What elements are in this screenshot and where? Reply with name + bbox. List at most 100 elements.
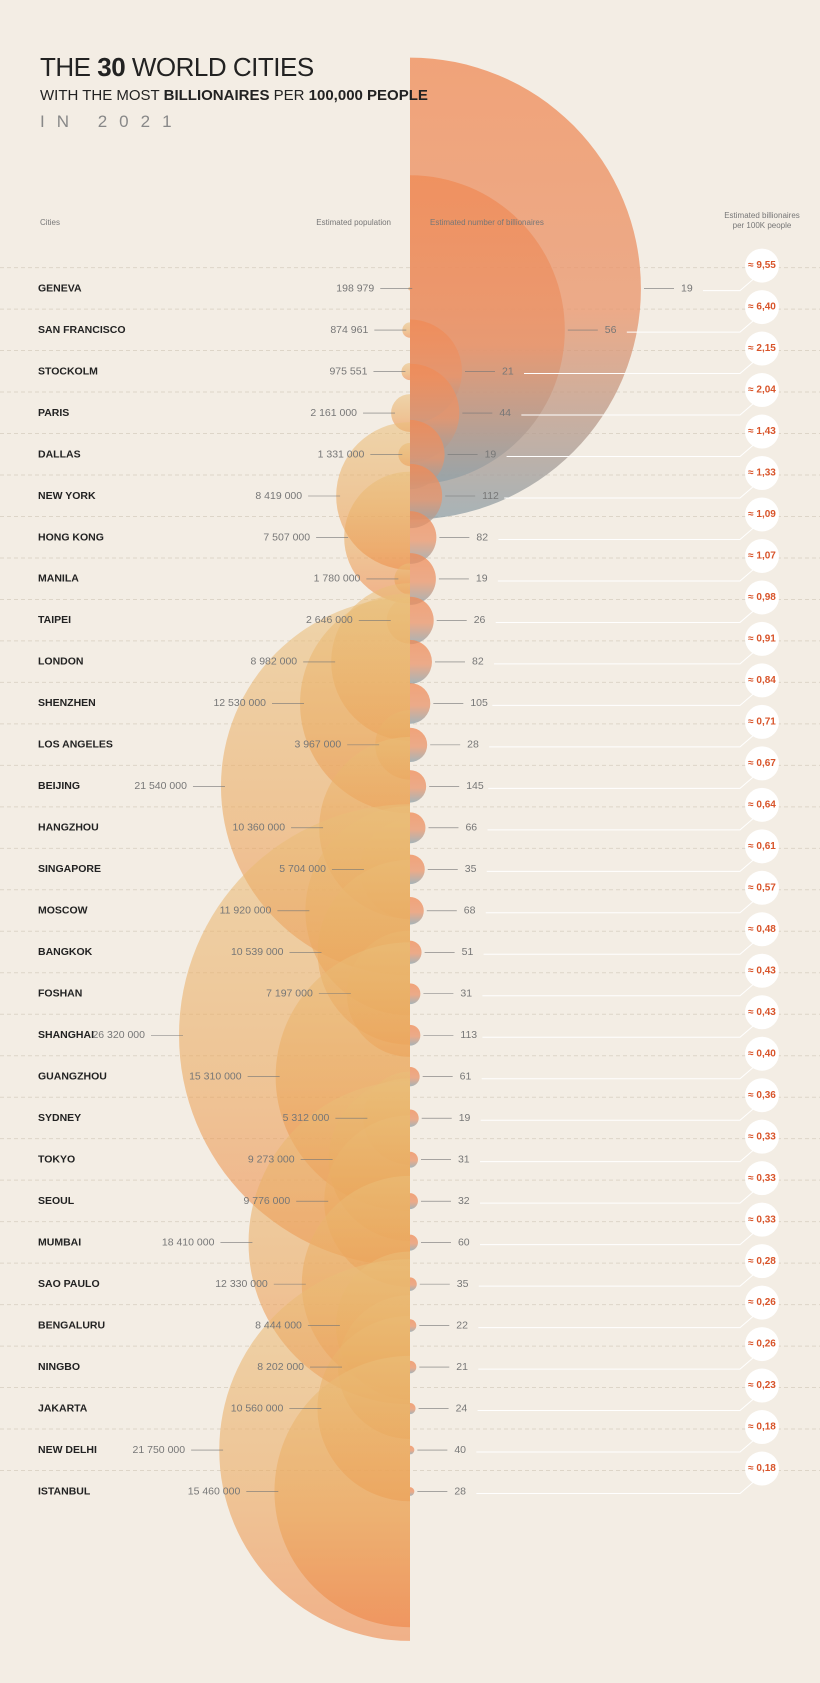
population-label: 874 961: [330, 324, 368, 336]
city-label: BEIJING: [38, 780, 80, 792]
subtitle-part: PER: [273, 87, 305, 104]
billionaires-label: 51: [462, 946, 474, 958]
population-label: 15 310 000: [189, 1071, 242, 1083]
ratio-half: [410, 596, 434, 645]
ratio-leader: [478, 1315, 755, 1329]
billionaires-label: 145: [466, 780, 484, 792]
ratio-badge: [745, 290, 779, 325]
ratio-half: [410, 1024, 421, 1046]
billionaires-label: 105: [470, 697, 488, 709]
ratio-badge: [745, 1410, 779, 1445]
ratio-badge: [745, 373, 779, 408]
ratio-label: ≈ 0,48: [748, 924, 776, 935]
header-billionaires: Estimated number of billionaires: [430, 218, 544, 227]
population-label: 2 646 000: [306, 614, 353, 626]
ratio-badge: [745, 248, 779, 283]
ratio-leader: [626, 319, 755, 333]
population-label: 5 312 000: [283, 1112, 330, 1124]
population-label: 8 202 000: [257, 1361, 304, 1373]
billionaires-label: 31: [460, 988, 472, 1000]
ratio-half: [410, 1234, 418, 1251]
city-label: BANGKOK: [38, 946, 93, 958]
billionaires-label: 21: [502, 365, 514, 377]
ratio-badge: [745, 787, 779, 822]
ratio-label: ≈ 0,71: [748, 717, 776, 728]
ratio-half: [410, 983, 421, 1005]
ratio-half: [410, 463, 443, 529]
population-label: 9 776 000: [243, 1195, 290, 1207]
billionaires-label: 35: [457, 1278, 469, 1290]
billionaires-label: 32: [458, 1195, 470, 1207]
ratio-label: ≈ 0,98: [748, 592, 776, 603]
title-part: THE: [40, 52, 91, 82]
ratio-label: ≈ 0,26: [748, 1339, 776, 1350]
billionaires-label: 82: [476, 531, 488, 543]
ratio-badge: [745, 331, 779, 366]
ratio-label: ≈ 1,33: [748, 468, 776, 479]
ratio-leader: [524, 361, 755, 375]
ratio-badge: [745, 497, 779, 532]
ratio-half: [410, 683, 431, 724]
population-label: 12 330 000: [215, 1278, 268, 1290]
ratio-label: ≈ 0,67: [748, 758, 776, 769]
ratio-leader: [478, 1356, 755, 1370]
ratio-leader: [489, 734, 755, 748]
ratio-half: [410, 1402, 416, 1415]
billionaires-label: 28: [454, 1485, 466, 1497]
billionaires-label: 26: [474, 614, 486, 626]
ratio-label: ≈ 0,61: [748, 841, 776, 852]
population-label: 2 161 000: [310, 407, 357, 419]
ratio-leader: [521, 402, 755, 416]
ratio-leader: [495, 610, 755, 623]
population-label: 10 360 000: [233, 822, 286, 834]
ratio-leader: [478, 1273, 755, 1287]
ratio-half: [410, 1445, 415, 1455]
city-label: JAKARTA: [38, 1402, 88, 1414]
ratio-half: [410, 854, 425, 885]
ratio-badge: [745, 912, 779, 947]
city-label: SEOUL: [38, 1195, 75, 1207]
ratio-leader: [506, 444, 755, 458]
ratio-half: [410, 553, 436, 605]
city-label: PARIS: [38, 407, 69, 419]
population-label: 10 560 000: [231, 1402, 284, 1414]
ratio-label: ≈ 0,43: [748, 1007, 776, 1018]
ratio-badge: [745, 746, 779, 781]
title: THE 30 WORLD CITIES: [40, 52, 428, 83]
ratio-half: [410, 511, 437, 564]
ratio-leader: [492, 693, 755, 706]
billionaires-label: 22: [456, 1319, 468, 1331]
population-label: 8 444 000: [255, 1319, 302, 1331]
population-label: 7 197 000: [266, 988, 313, 1000]
city-label: SINGAPORE: [38, 863, 101, 875]
population-label: 1 331 000: [318, 448, 365, 460]
ratio-leader: [482, 1024, 755, 1038]
ratio-badge: [745, 870, 779, 905]
subtitle: WITH THE MOST BILLIONAIRES PER 100,000 P…: [40, 87, 428, 104]
ratio-label: ≈ 2,04: [748, 385, 776, 396]
city-label: SAO PAULO: [38, 1278, 100, 1290]
ratio-badge: [745, 704, 779, 739]
billionaires-label: 24: [456, 1402, 468, 1414]
header-ratio: per 100K people: [733, 221, 792, 230]
billionaires-label: 35: [465, 863, 477, 875]
billionaires-label: 19: [459, 1112, 471, 1124]
city-label: LONDON: [38, 656, 84, 668]
ratio-badge: [745, 538, 779, 573]
ratio-label: ≈ 1,07: [748, 551, 776, 562]
population-label: 8 419 000: [255, 490, 302, 502]
ratio-badge: [745, 1078, 779, 1113]
ratio-label: ≈ 1,09: [748, 509, 776, 520]
ratio-badge: [745, 1368, 779, 1403]
ratio-badge: [745, 953, 779, 988]
billionaires-label: 21: [456, 1361, 468, 1373]
ratio-half: [410, 1067, 420, 1087]
population-half: [401, 362, 410, 381]
ratio-half: [410, 897, 424, 925]
ratio-badge: [745, 1161, 779, 1196]
city-label: BENGALURU: [38, 1319, 105, 1331]
billionaires-label: 68: [464, 905, 476, 917]
city-label: TOKYO: [38, 1153, 75, 1165]
ratio-badge: [745, 580, 779, 615]
